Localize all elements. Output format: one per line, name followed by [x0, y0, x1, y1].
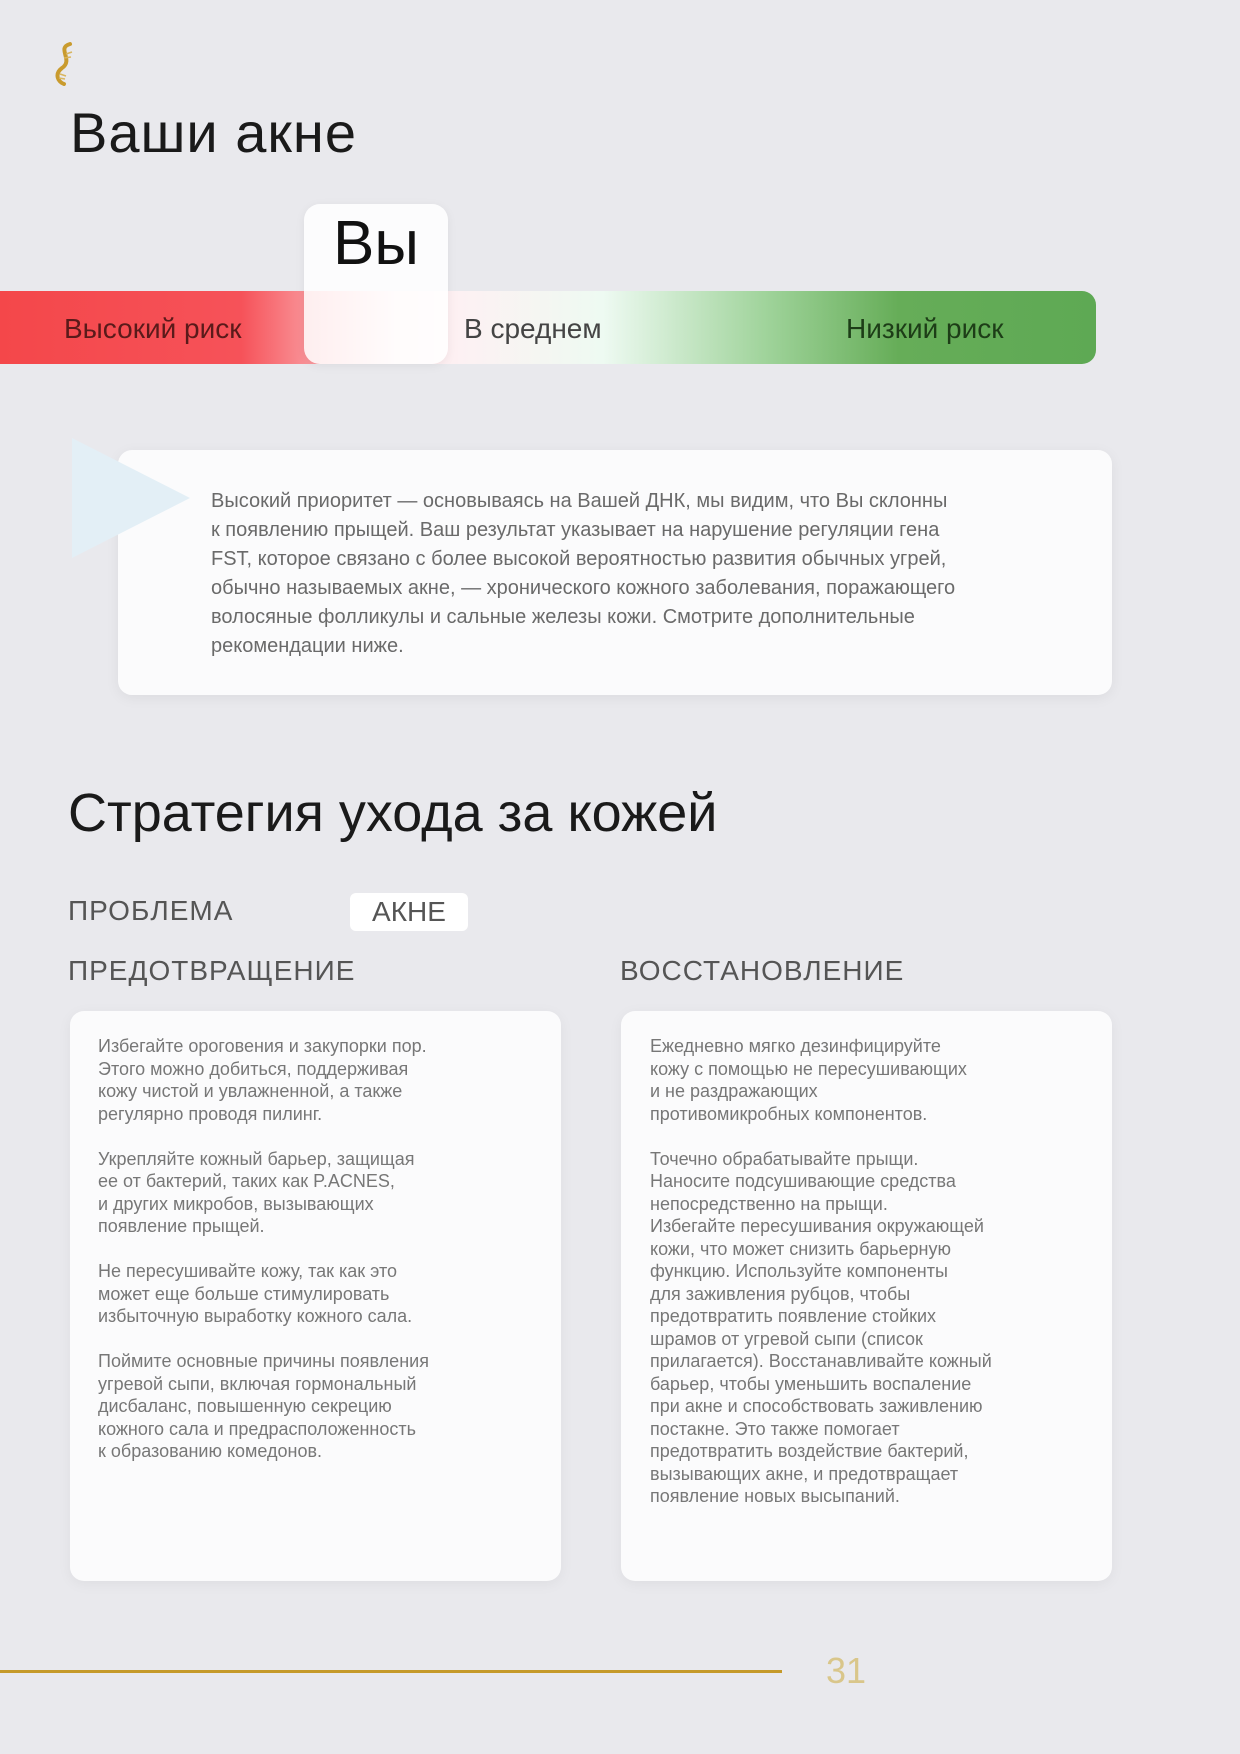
risk-label-average: В среднем — [464, 313, 602, 344]
section-title: Стратегия ухода за кожей — [68, 783, 718, 843]
page-title: Ваши акне — [70, 101, 357, 164]
dna-helix-icon — [55, 42, 73, 86]
result-description: Высокий приоритет — основываясь на Вашей… — [211, 490, 956, 657]
result-callout-card — [118, 450, 1112, 695]
triangle-pointer-icon — [72, 438, 190, 558]
restoration-card — [621, 1011, 1112, 1581]
you-marker-label: Вы — [333, 209, 419, 278]
you-marker-box — [304, 204, 448, 364]
risk-label-low: Низкий риск — [846, 313, 1004, 344]
prevention-card — [70, 1011, 561, 1581]
problem-label: ПРОБЛЕМА — [68, 895, 234, 926]
page-number: 31 — [826, 1650, 867, 1691]
risk-label-high: Высокий риск — [64, 313, 242, 344]
restoration-heading: ВОССТАНОВЛЕНИЕ — [620, 955, 905, 986]
risk-gradient-bar — [0, 291, 1096, 364]
problem-chip: АКНЕ — [350, 893, 468, 931]
prevention-text: Избегайте ороговения и закупорки пор. Эт… — [98, 1036, 429, 1461]
footer-divider — [0, 1670, 782, 1673]
prevention-heading: ПРЕДОТВРАЩЕНИЕ — [68, 955, 356, 986]
restoration-text: Ежедневно мягко дезинфицируйте кожу с по… — [650, 1036, 992, 1506]
